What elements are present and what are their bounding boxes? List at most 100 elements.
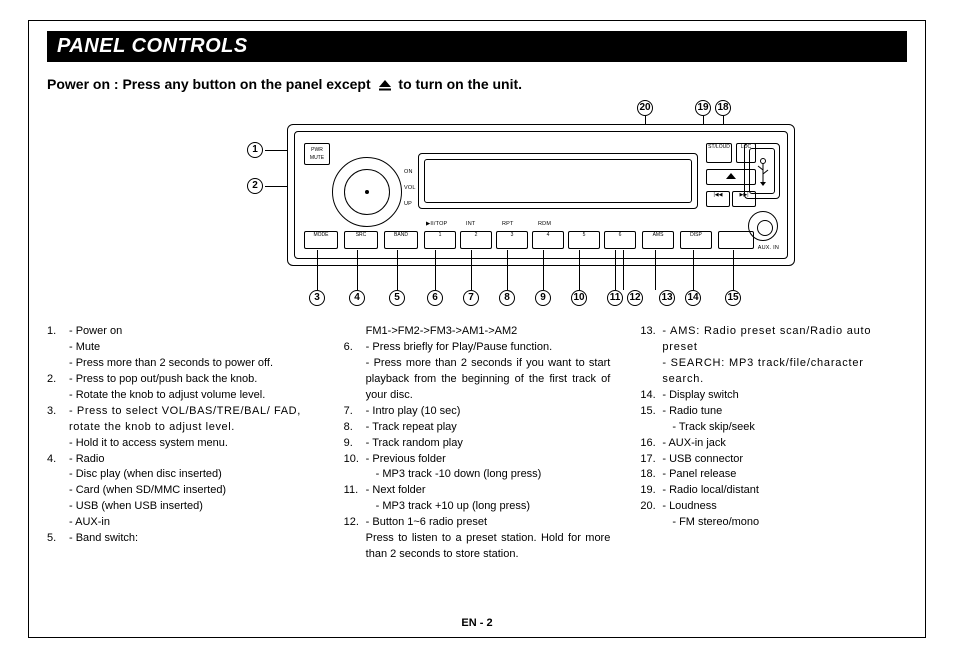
t: - Next folder — [366, 483, 426, 499]
n3: 3. — [47, 404, 69, 436]
leader — [579, 250, 580, 290]
t: - Radio local/distant — [662, 483, 759, 499]
leader — [317, 250, 318, 290]
mute-label: MUTE — [310, 155, 324, 161]
n17: 17. — [640, 452, 662, 468]
callout-5: 5 — [389, 290, 405, 306]
eject-icon — [377, 79, 393, 91]
usb-panel — [744, 143, 780, 199]
leader — [507, 250, 508, 290]
t: - Press to pop out/push back the knob. — [69, 372, 257, 388]
callout-19: 19 — [695, 100, 711, 116]
t: - Display switch — [662, 388, 738, 404]
page-frame: PANEL CONTROLS Power on : Press any butt… — [28, 20, 926, 638]
callout-14: 14 — [685, 290, 701, 306]
src-button: SRC — [344, 231, 378, 249]
t: - Radio tune — [662, 404, 722, 420]
callout-13: 13 — [659, 290, 675, 306]
n15: 15. — [640, 404, 662, 420]
leader — [655, 250, 656, 290]
t: - Intro play (10 sec) — [366, 404, 461, 420]
t: - USB (when USB inserted) — [47, 499, 314, 515]
panel-diagram: 1 2 20 19 18 PWR MUTE ON VOL UP — [47, 98, 907, 318]
leader — [543, 250, 544, 290]
n8: 8. — [344, 420, 366, 436]
t: - Track repeat play — [366, 420, 457, 436]
leader — [397, 250, 398, 290]
subtitle-text-a: Power on : Press any button on the panel… — [47, 76, 375, 92]
n20: 20. — [640, 499, 662, 515]
t: - Hold it to access system menu. — [47, 436, 314, 452]
t: - Previous folder — [366, 452, 446, 468]
vol-label: VOL — [404, 185, 416, 191]
n10: 10. — [344, 452, 366, 468]
n11: 11. — [344, 483, 366, 499]
t: - FM stereo/mono — [640, 515, 907, 531]
n13: 13. — [640, 324, 662, 356]
leader — [623, 250, 624, 290]
t: - Press to select VOL/BAS/TRE/BAL/ FAD, … — [69, 404, 314, 436]
callout-3: 3 — [309, 290, 325, 306]
prev-button: |◀◀ — [706, 191, 730, 207]
usb-icon — [756, 158, 770, 186]
tune-button — [718, 231, 754, 249]
preset-3: 3 — [496, 231, 528, 249]
t: - Mute — [47, 340, 314, 356]
n1: 1. — [47, 324, 69, 340]
callout-18: 18 — [715, 100, 731, 116]
t: Press to listen to a preset station. Hol… — [344, 531, 611, 563]
callout-12: 12 — [627, 290, 643, 306]
preset-6: 6 — [604, 231, 636, 249]
n5: 5. — [47, 531, 69, 547]
callout-8: 8 — [499, 290, 515, 306]
n2: 2. — [47, 372, 69, 388]
leader — [693, 250, 694, 290]
column-1: 1.- Power on - Mute - Press more than 2 … — [47, 324, 314, 563]
aux-label: AUX. IN — [758, 245, 779, 251]
t: - Button 1~6 radio preset — [366, 515, 487, 531]
n9: 9. — [344, 436, 366, 452]
t: - Band switch: — [69, 531, 138, 547]
leader — [435, 250, 436, 290]
t: - Power on — [69, 324, 122, 340]
car-radio-faceplate: PWR MUTE ON VOL UP ST/LOUD LOC |◀◀ ▶▶| — [287, 124, 795, 266]
volume-knob — [332, 157, 402, 227]
n12: 12. — [344, 515, 366, 531]
on-label: ON — [404, 169, 413, 175]
t: - AMS: Radio preset scan/Radio auto pres… — [662, 324, 907, 356]
t: - Press more than 2 seconds if you want … — [344, 356, 611, 404]
t: - Panel release — [662, 467, 736, 483]
pwr-label: PWR — [311, 147, 323, 153]
preset-4: 4 — [532, 231, 564, 249]
t: - MP3 track +10 up (long press) — [344, 499, 611, 515]
t: - Press more than 2 seconds to power off… — [47, 356, 314, 372]
leader — [733, 250, 734, 290]
leader — [357, 250, 358, 290]
t: - Rotate the knob to adjust volume level… — [47, 388, 314, 404]
top-label-1: ▶II/TOP — [426, 221, 447, 227]
up-label: UP — [404, 201, 412, 207]
mode-button: MODE — [304, 231, 338, 249]
callout-7: 7 — [463, 290, 479, 306]
t: - MP3 track -10 down (long press) — [344, 467, 611, 483]
preset-5: 5 — [568, 231, 600, 249]
callout-1: 1 — [247, 142, 263, 158]
bands: FM1->FM2->FM3->AM1->AM2 — [344, 324, 611, 340]
lcd-display — [418, 153, 698, 209]
leader — [471, 250, 472, 290]
t: - USB connector — [662, 452, 743, 468]
top-label-2: INT — [466, 221, 475, 227]
t: - Track skip/seek — [640, 420, 907, 436]
callout-10: 10 — [571, 290, 587, 306]
t: - Disc play (when disc inserted) — [47, 467, 314, 483]
top-label-3: RPT — [502, 221, 514, 227]
callout-15: 15 — [725, 290, 741, 306]
n16: 16. — [640, 436, 662, 452]
leader — [615, 250, 616, 290]
t: - Card (when SD/MMC inserted) — [47, 483, 314, 499]
band-button: BAND — [384, 231, 418, 249]
n18: 18. — [640, 467, 662, 483]
t: - Loudness — [662, 499, 716, 515]
disp-button: DISP — [680, 231, 712, 249]
n19: 19. — [640, 483, 662, 499]
